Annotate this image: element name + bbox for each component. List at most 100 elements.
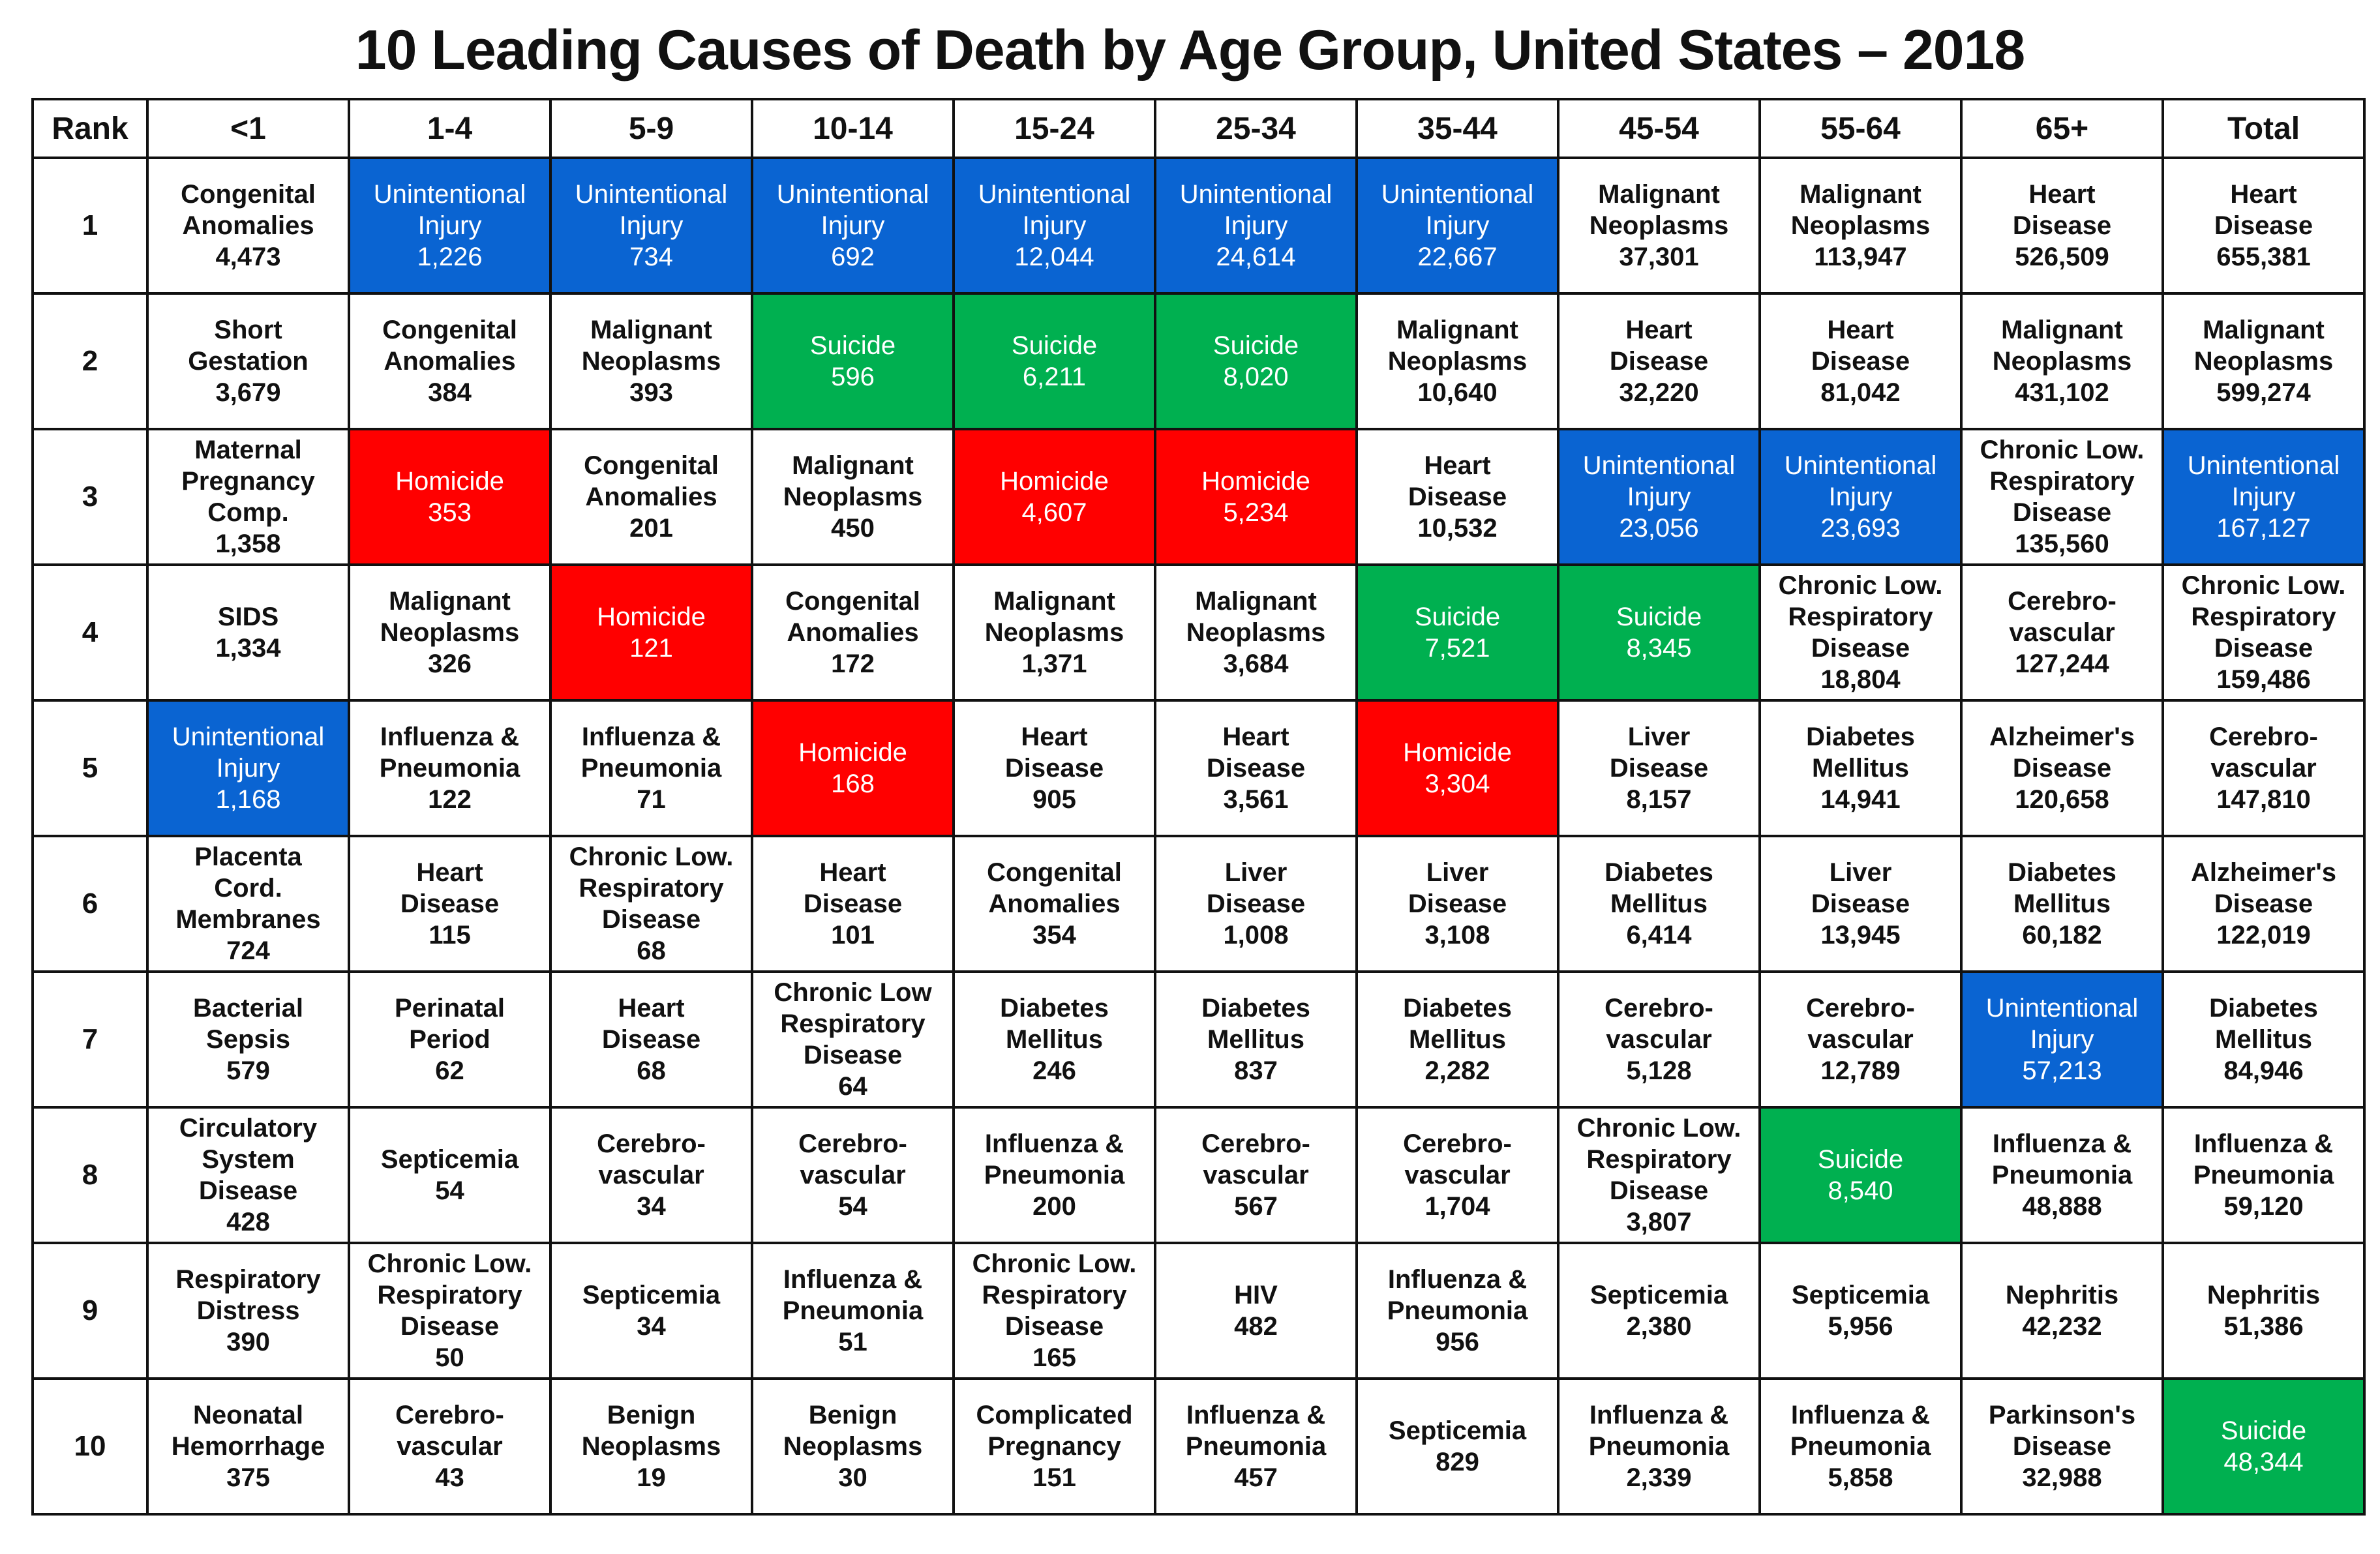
death-count: 8,345 <box>1626 634 1692 663</box>
cause-cell: Septicemia 34 <box>549 1242 753 1380</box>
cause-cell: Unintentional Injury 23,056 <box>1557 428 1761 566</box>
cause-label: Cerebro- vascular <box>597 1129 706 1189</box>
causes-of-death-table-wrap: Rank <1 1-4 5-9 10-14 15-24 25-34 35-44 45-54 55… <box>31 98 2366 1516</box>
cause-cell: Nephritis 51,386 <box>2162 1242 2366 1380</box>
death-count: 353 <box>428 498 472 527</box>
death-count: 1,371 <box>1021 650 1087 678</box>
cause-label: Homicide <box>798 738 907 767</box>
cause-label: Septicemia <box>582 1281 721 1309</box>
cause-cell: Septicemia 5,956 <box>1758 1242 1963 1380</box>
cause-label: Diabetes Mellitus <box>1806 723 1915 783</box>
cause-label: Cerebro- vascular <box>1201 1129 1310 1189</box>
cause-cell: Unintentional Injury 23,693 <box>1758 428 1963 566</box>
cause-label: Influenza & Pneumonia <box>782 1265 924 1325</box>
cause-cell: Malignant Neoplasms 326 <box>348 563 552 702</box>
cause-label: Liver Disease <box>1811 858 1910 918</box>
death-count: 60,182 <box>2022 921 2102 949</box>
cause-label: Homicide <box>597 603 706 631</box>
death-count: 59,120 <box>2223 1192 2304 1221</box>
column-header: 65+ <box>1960 98 2164 159</box>
cause-label: Liver Disease <box>1408 858 1507 918</box>
death-count: 115 <box>429 921 471 949</box>
cause-cell: Diabetes Mellitus 6,414 <box>1557 835 1761 973</box>
cause-cell: Chronic Low. Respiratory Disease 135,560 <box>1960 428 2164 566</box>
cause-label: Unintentional Injury <box>1381 180 1534 240</box>
cause-cell: Malignant Neoplasms 3,684 <box>1154 563 1358 702</box>
death-count: 64 <box>838 1072 867 1101</box>
cause-cell: Malignant Neoplasms 1,371 <box>952 563 1156 702</box>
death-count: 655,381 <box>2216 243 2311 271</box>
cause-label: Malignant Neoplasms <box>1790 180 1931 240</box>
death-count: 4,473 <box>215 243 281 271</box>
cause-cell: Suicide 48,344 <box>2162 1377 2366 1516</box>
cause-label: Influenza & Pneumonia <box>1185 1401 1327 1461</box>
cause-cell: Chronic Low. Respiratory Disease 50 <box>348 1242 552 1380</box>
cause-label: Neonatal Hemorrhage <box>171 1401 325 1461</box>
cause-label: Suicide <box>1213 331 1299 360</box>
cause-cell: Neonatal Hemorrhage 375 <box>146 1377 350 1516</box>
cause-label: Cerebro- vascular <box>2008 587 2116 647</box>
column-header: 45-54 <box>1557 98 1761 159</box>
death-count: 71 <box>637 785 666 814</box>
death-count: 122 <box>428 785 472 814</box>
cause-label: Cerebro- vascular <box>798 1129 907 1189</box>
death-count: 24,614 <box>1216 243 1296 271</box>
cause-cell: Diabetes Mellitus 2,282 <box>1355 970 1559 1109</box>
cause-cell: Liver Disease 1,008 <box>1154 835 1358 973</box>
cause-label: Suicide <box>1817 1145 1904 1174</box>
cause-cell: Influenza & Pneumonia 59,120 <box>2162 1106 2366 1244</box>
cause-cell: Influenza & Pneumonia 200 <box>952 1106 1156 1244</box>
cause-cell: Malignant Neoplasms 431,102 <box>1960 292 2164 430</box>
death-count: 43 <box>435 1463 464 1492</box>
death-count: 4,607 <box>1021 498 1087 527</box>
cause-cell: Suicide 8,345 <box>1557 563 1761 702</box>
cause-label: Unintentional Injury <box>1985 994 2139 1054</box>
death-count: 375 <box>226 1463 270 1492</box>
death-count: 48,344 <box>2223 1448 2304 1476</box>
cause-label: Cerebro- vascular <box>2209 723 2318 783</box>
cause-label: Septicemia <box>1791 1281 1930 1309</box>
death-count: 84,946 <box>2223 1056 2304 1085</box>
cause-cell: SIDS 1,334 <box>146 563 350 702</box>
cause-label: Chronic Low. Respiratory Disease <box>569 843 734 934</box>
cause-cell: Cerebro- vascular 54 <box>751 1106 955 1244</box>
death-count: 62 <box>435 1056 464 1085</box>
death-count: 42,232 <box>2022 1312 2102 1341</box>
cause-label: Homicide <box>1201 467 1310 496</box>
cause-label: Malignant Neoplasms <box>2193 316 2334 376</box>
death-count: 1,358 <box>215 530 281 558</box>
death-count: 354 <box>1032 921 1076 949</box>
death-count: 30 <box>838 1463 867 1492</box>
cause-cell: Congenital Anomalies 384 <box>348 292 552 430</box>
cause-label: Septicemia <box>380 1145 519 1174</box>
death-count: 120,658 <box>2015 785 2109 814</box>
table-row: 7 Bacterial Sepsis 579 Perinatal Period 62 He… <box>31 970 2366 1109</box>
cause-label: Diabetes Mellitus <box>2008 858 2116 918</box>
cause-label: Influenza & Pneumonia <box>580 723 722 783</box>
rank-cell: 2 <box>31 292 149 430</box>
cause-label: Chronic Low. Respiratory Disease <box>2181 571 2346 663</box>
death-count: 23,693 <box>1820 514 1901 543</box>
death-count: 201 <box>629 514 673 543</box>
cause-cell: Diabetes Mellitus 246 <box>952 970 1156 1109</box>
cause-cell: Heart Disease 101 <box>751 835 955 973</box>
cause-label: Unintentional Injury <box>978 180 1131 240</box>
death-count: 50 <box>435 1343 464 1372</box>
cause-label: HIV <box>1234 1281 1278 1309</box>
death-count: 3,561 <box>1223 785 1289 814</box>
cause-cell: Homicide 353 <box>348 428 552 566</box>
column-header: 55-64 <box>1758 98 1963 159</box>
cause-cell: Unintentional Injury 1,168 <box>146 699 350 837</box>
cause-label: Malignant Neoplasms <box>984 587 1124 647</box>
table-row: 8 Circulatory System Disease 428 Septicemia… <box>31 1106 2366 1244</box>
cause-label: Influenza & Pneumonia <box>1387 1265 1528 1325</box>
cause-cell: Heart Disease 526,509 <box>1960 157 2164 295</box>
cause-label: Congenital Anomalies <box>181 180 316 240</box>
cause-label: Suicide <box>1414 603 1501 631</box>
cause-label: Maternal Pregnancy Comp. <box>181 436 315 527</box>
cause-cell: Diabetes Mellitus 84,946 <box>2162 970 2366 1109</box>
death-count: 8,157 <box>1626 785 1692 814</box>
rank-header: Rank <box>31 98 149 159</box>
cause-cell: Diabetes Mellitus 60,182 <box>1960 835 2164 973</box>
cause-cell: Influenza & Pneumonia 956 <box>1355 1242 1559 1380</box>
